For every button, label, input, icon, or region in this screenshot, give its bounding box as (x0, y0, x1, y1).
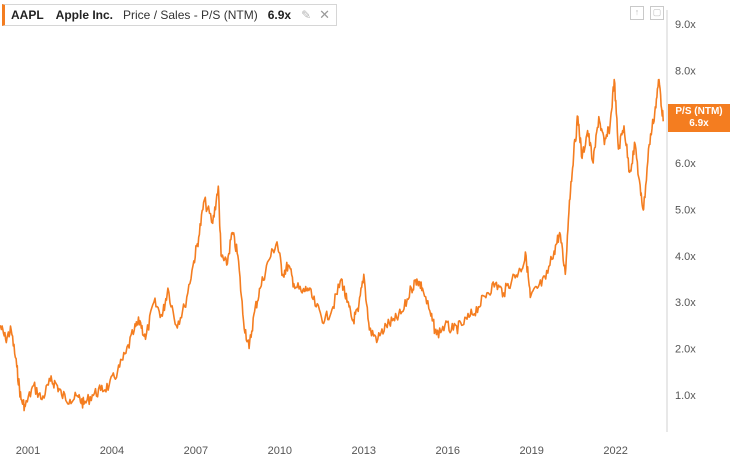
y-axis-ticks: 1.0x2.0x3.0x4.0x5.0x6.0x7.0x8.0x9.0x (675, 19, 696, 402)
y-tick-label: 9.0x (675, 19, 696, 31)
x-tick-label: 2013 (352, 445, 376, 457)
y-tick-label: 6.0x (675, 158, 696, 170)
current-value: 6.9x (267, 8, 292, 22)
company-name: Apple Inc. (55, 8, 114, 22)
y-tick-label: 4.0x (675, 251, 696, 263)
x-tick-label: 2016 (435, 445, 459, 457)
badge-value: 6.9x (689, 118, 709, 129)
x-tick-label: 2010 (268, 445, 292, 457)
x-axis-ticks: 2001 2004 2007 2010 2013 2016 2019 2022 (16, 445, 628, 457)
x-tick-label: 2007 (184, 445, 208, 457)
y-tick-label: 3.0x (675, 297, 696, 309)
y-tick-label: 8.0x (675, 65, 696, 77)
y-tick-label: 2.0x (675, 344, 696, 356)
close-icon[interactable]: ✕ (319, 7, 331, 22)
y-tick-label: 1.0x (675, 390, 696, 402)
x-tick-label: 2001 (16, 445, 40, 457)
export-icon[interactable]: ↑ (630, 6, 644, 20)
x-tick-label: 2019 (519, 445, 543, 457)
ticker-label: AAPL (11, 8, 44, 22)
x-tick-label: 2004 (100, 445, 124, 457)
fullscreen-icon[interactable]: ▢ (650, 6, 664, 20)
ps-ratio-series-line (0, 78, 664, 412)
metric-name: Price / Sales - P/S (NTM) (123, 8, 258, 22)
chart-toolbar: ↑ ▢ (630, 6, 664, 20)
current-value-badge: P/S (NTM) 6.9x (668, 104, 730, 132)
badge-label: P/S (NTM) (675, 106, 723, 117)
y-tick-label: 5.0x (675, 204, 696, 216)
series-legend: AAPL Apple Inc. Price / Sales - P/S (NTM… (2, 4, 338, 26)
x-tick-label: 2022 (603, 445, 627, 457)
chart-settings-icon[interactable]: ✎ (301, 8, 312, 22)
